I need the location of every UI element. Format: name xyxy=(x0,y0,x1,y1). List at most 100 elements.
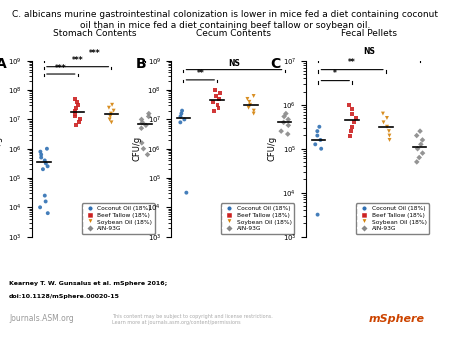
Point xyxy=(414,146,421,151)
Point xyxy=(37,149,44,154)
Point xyxy=(285,123,292,128)
Point xyxy=(383,124,391,129)
Point xyxy=(419,150,426,156)
Point xyxy=(386,133,393,138)
Point xyxy=(108,120,115,125)
Point xyxy=(144,152,151,157)
Point xyxy=(417,142,424,147)
Point xyxy=(282,111,289,116)
Point xyxy=(39,167,46,172)
Point xyxy=(212,88,219,93)
Point xyxy=(385,128,392,134)
Point xyxy=(138,140,145,146)
Point xyxy=(350,120,357,125)
Legend: Coconut Oil (18%), Beef Tallow (18%), Soybean Oil (18%), AIN-93G: Coconut Oil (18%), Beef Tallow (18%), So… xyxy=(356,203,429,234)
Point xyxy=(413,159,420,165)
Text: ***: *** xyxy=(55,64,67,73)
Point xyxy=(250,108,257,113)
Text: A: A xyxy=(0,57,7,71)
Point xyxy=(145,111,153,116)
Point xyxy=(284,117,292,122)
Text: ***: *** xyxy=(72,56,83,65)
Point xyxy=(108,111,115,116)
Point xyxy=(181,117,188,122)
Point xyxy=(74,102,81,107)
Point xyxy=(210,99,217,104)
Point xyxy=(108,102,116,107)
Point xyxy=(72,123,80,128)
Legend: Coconut Oil (18%), Beef Tallow (18%), Soybean Oil (18%), AIN-93G: Coconut Oil (18%), Beef Tallow (18%), So… xyxy=(81,203,155,234)
Point xyxy=(71,96,78,102)
Point xyxy=(419,137,426,143)
Point xyxy=(349,124,356,129)
Point xyxy=(348,111,356,116)
Point xyxy=(416,128,423,134)
Point xyxy=(36,204,44,210)
Point xyxy=(348,106,355,112)
Point xyxy=(317,137,324,143)
Point xyxy=(139,120,146,125)
Point xyxy=(72,114,79,119)
Legend: Coconut Oil (18%), Beef Tallow (18%), Soybean Oil (18%), AIN-93G: Coconut Oil (18%), Beef Tallow (18%), So… xyxy=(221,203,294,234)
Point xyxy=(177,114,184,119)
Point xyxy=(346,133,353,138)
Point xyxy=(312,142,319,147)
Point xyxy=(215,105,222,111)
Point xyxy=(38,152,45,157)
Text: C: C xyxy=(271,57,281,71)
Text: C. albicans murine gastrointestinal colonization is lower in mice fed a diet con: C. albicans murine gastrointestinal colo… xyxy=(12,10,438,29)
Title: Cecum Contents: Cecum Contents xyxy=(197,29,271,38)
Text: mSphere: mSphere xyxy=(369,314,425,324)
Point xyxy=(142,123,149,128)
Point xyxy=(210,108,217,113)
Text: B: B xyxy=(136,57,146,71)
Point xyxy=(44,211,51,216)
Point xyxy=(416,155,423,160)
Text: Kearney T. W. Gunsalus et al. mSphere 2016;: Kearney T. W. Gunsalus et al. mSphere 20… xyxy=(9,281,167,286)
Point xyxy=(140,146,147,151)
Point xyxy=(244,96,251,102)
Point xyxy=(41,158,48,163)
Point xyxy=(110,108,117,113)
Point xyxy=(352,115,360,121)
Point xyxy=(383,115,391,121)
Text: NS: NS xyxy=(228,59,240,68)
Text: **: ** xyxy=(197,69,204,78)
Point xyxy=(106,117,113,122)
Point xyxy=(73,99,81,104)
Point xyxy=(42,161,50,166)
Text: doi:10.1128/mSphere.00020-15: doi:10.1128/mSphere.00020-15 xyxy=(9,294,120,299)
Point xyxy=(72,108,79,113)
Point xyxy=(214,102,221,107)
Point xyxy=(314,212,321,217)
Point xyxy=(42,199,49,204)
Point xyxy=(413,133,420,138)
Point xyxy=(72,105,80,111)
Point xyxy=(77,117,84,122)
Point xyxy=(38,155,45,160)
Point xyxy=(183,190,190,195)
Text: Journals.ASM.org: Journals.ASM.org xyxy=(9,314,74,323)
Point xyxy=(178,111,185,116)
Point xyxy=(318,146,325,151)
Point xyxy=(348,128,355,134)
Point xyxy=(280,120,287,125)
Y-axis label: CFU/g: CFU/g xyxy=(268,136,277,161)
Point xyxy=(177,120,184,125)
Point xyxy=(314,128,321,134)
Point xyxy=(75,120,82,125)
Point xyxy=(386,137,393,143)
Point xyxy=(105,105,112,111)
Point xyxy=(138,117,145,122)
Point xyxy=(72,111,79,116)
Point xyxy=(179,108,186,113)
Text: This content may be subject to copyright and license restrictions.
Learn more at: This content may be subject to copyright… xyxy=(112,314,273,325)
Point xyxy=(247,102,254,107)
Point xyxy=(44,164,51,169)
Point xyxy=(245,105,252,111)
Point xyxy=(278,128,285,134)
Point xyxy=(107,114,114,119)
Point xyxy=(379,111,387,116)
Point xyxy=(216,90,223,96)
Point xyxy=(138,125,145,131)
